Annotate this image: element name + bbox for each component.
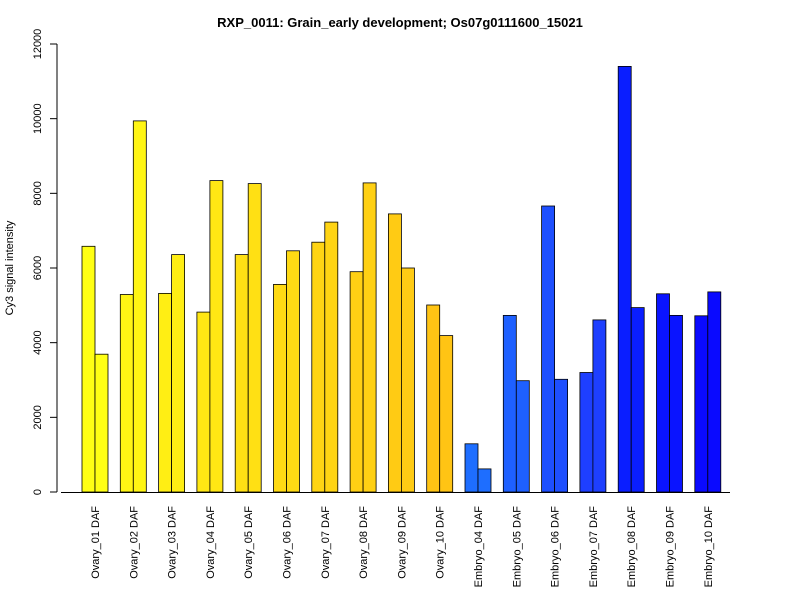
x-category-label: Embryo_08 DAF: [626, 506, 638, 588]
x-category-label: Ovary_04 DAF: [205, 506, 217, 579]
bar-13-series-2: [554, 378, 568, 493]
bar-10-series-2: [439, 335, 454, 493]
bar-4-series-2: [209, 180, 224, 493]
x-category-label: Embryo_10 DAF: [703, 506, 715, 588]
x-category-label: Ovary_07 DAF: [320, 506, 332, 579]
x-axis-labels: Ovary_01 DAF Ovary_02 DAF Ovary_03 DAF Ovar…: [90, 506, 715, 588]
bar-1-series-1: [81, 245, 96, 493]
y-tick-label: 2000: [32, 405, 44, 429]
bar-5-series-2: [247, 183, 262, 493]
bar-2-series-1: [119, 294, 134, 493]
y-tick-label: 8000: [32, 181, 44, 205]
bar-15-series-1: [617, 66, 632, 493]
bar-11-series-2: [477, 468, 492, 493]
bar-12-series-1: [502, 314, 517, 493]
y-tick-label: 10000: [32, 103, 44, 134]
bar-14-series-2: [592, 319, 607, 493]
x-category-label: Ovary_10 DAF: [435, 506, 447, 579]
bar-14-series-1: [579, 372, 594, 493]
y-tick-label: 12000: [32, 29, 44, 60]
bar-17-series-1: [694, 315, 709, 493]
x-category-label: Ovary_01 DAF: [90, 506, 102, 579]
bar-12-series-2: [515, 380, 530, 493]
x-category-label: Ovary_05 DAF: [243, 506, 255, 579]
x-category-label: Embryo_04 DAF: [473, 506, 485, 588]
x-category-label: Ovary_09 DAF: [396, 506, 408, 579]
bar-13-series-1: [541, 205, 555, 493]
y-axis: 0 2000 4000 6000 8000 10000 12000: [32, 29, 58, 495]
bar-6-series-1: [273, 283, 287, 493]
x-category-label: Ovary_03 DAF: [167, 506, 179, 579]
x-category-label: Embryo_05 DAF: [511, 506, 523, 588]
bar-8-series-1: [349, 271, 364, 493]
bar-16-series-2: [669, 314, 683, 493]
y-tick-label: 4000: [32, 330, 44, 354]
bar-16-series-1: [656, 293, 670, 493]
x-category-label: Ovary_08 DAF: [358, 506, 370, 579]
y-tick-label: 6000: [32, 256, 44, 280]
bar-1-series-2: [94, 353, 109, 493]
x-category-label: Embryo_06 DAF: [550, 506, 562, 588]
x-category-label: Ovary_06 DAF: [282, 506, 294, 579]
x-category-label: Embryo_07 DAF: [588, 506, 600, 588]
x-category-label: Ovary_02 DAF: [128, 506, 140, 579]
bar-17-series-2: [707, 291, 722, 493]
bar-9-series-2: [400, 267, 415, 493]
y-axis-label: Cy3 signal intensity: [4, 220, 16, 315]
bar-3-series-1: [158, 292, 173, 493]
bar-7-series-2: [324, 221, 339, 493]
bar-5-series-1: [234, 254, 249, 493]
y-tick-label: 0: [32, 489, 44, 495]
x-category-label: Embryo_09 DAF: [665, 506, 677, 588]
bars-group: [81, 66, 722, 493]
bar-6-series-2: [286, 250, 300, 493]
bar-11-series-1: [464, 443, 479, 493]
bar-2-series-2: [132, 120, 147, 493]
bar-10-series-1: [426, 304, 441, 493]
bar-9-series-1: [387, 213, 402, 493]
bar-4-series-1: [196, 311, 211, 493]
bar-8-series-2: [362, 182, 377, 493]
bar-3-series-2: [171, 254, 186, 493]
bar-7-series-1: [311, 241, 326, 493]
chart-title: RXP_0011: Grain_early development; Os07g…: [217, 15, 583, 30]
bar-15-series-2: [630, 307, 645, 493]
